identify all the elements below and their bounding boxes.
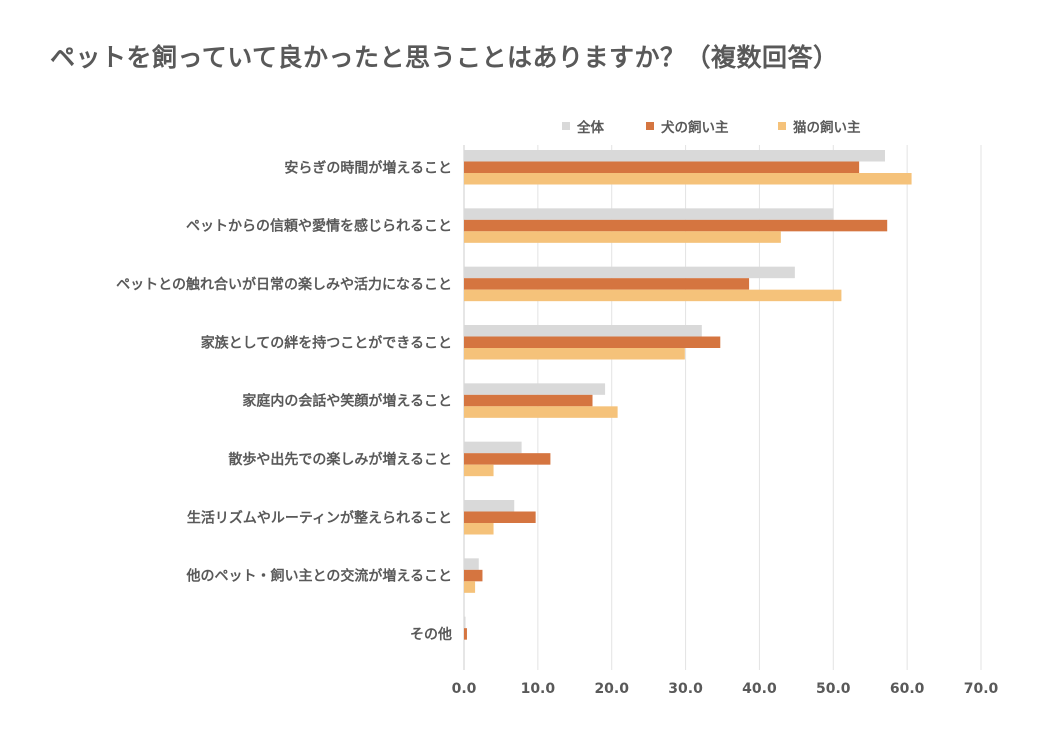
bar-all — [464, 500, 515, 512]
bar-all — [464, 208, 834, 220]
category-label: 他のペット・飼い主との交流が増えること — [186, 568, 452, 585]
bar-dog — [464, 336, 721, 348]
bar-cat — [464, 173, 912, 185]
bar-all — [464, 558, 479, 570]
bar-all — [464, 616, 466, 629]
bar-dog — [464, 278, 750, 290]
x-tick-label: 10.0 — [521, 681, 556, 697]
bar-dog — [464, 161, 860, 173]
bar-all — [464, 383, 606, 395]
bar-all — [464, 325, 702, 337]
x-tick-label: 70.0 — [964, 681, 999, 697]
legend-label: 犬の飼い主 — [661, 119, 729, 136]
legend-swatch — [646, 122, 654, 130]
bar-cat — [464, 464, 494, 477]
bar-cat — [464, 581, 476, 593]
chart-title: ペットを飼っていて良かったと思うことはありますか？（複数回答） — [50, 43, 839, 72]
category-label: 散歩や出先での楽しみが増えること — [228, 451, 452, 468]
legend-label: 全体 — [576, 119, 605, 136]
x-tick-label: 0.0 — [452, 681, 477, 697]
x-tick-label: 60.0 — [890, 681, 925, 697]
bar-cat — [464, 289, 842, 302]
bar-dog — [464, 628, 467, 640]
legend-swatch — [778, 122, 786, 130]
bar-dog — [464, 453, 551, 465]
bar-cat — [464, 231, 781, 243]
category-label: 安らぎの時間が増えること — [284, 159, 452, 176]
bar-dog — [464, 394, 593, 407]
x-tick-label: 50.0 — [816, 681, 851, 697]
x-tick-label: 30.0 — [668, 681, 703, 697]
x-tick-label: 20.0 — [594, 681, 629, 697]
bar-all — [464, 150, 885, 162]
category-label: 生活リズムやルーティンが整えられること — [187, 509, 452, 526]
category-label: 家庭内の会話や笑顔が増えること — [242, 393, 452, 410]
x-tick-label: 40.0 — [742, 681, 777, 697]
bar-dog — [464, 511, 536, 523]
bar-cat — [464, 406, 618, 418]
bar-dog — [464, 219, 888, 232]
legend-swatch — [562, 122, 570, 130]
bar-all — [464, 441, 522, 454]
bar-cat — [464, 523, 494, 535]
category-label: ペットからの信頼や愛情を感じられること — [186, 218, 452, 235]
category-label: その他 — [410, 626, 452, 643]
bar-dog — [464, 569, 483, 582]
category-label: ペットとの触れ合いが日常の楽しみや活力になること — [116, 276, 452, 293]
category-label: 家族としての絆を持つことができること — [201, 334, 452, 351]
legend-label: 猫の飼い主 — [793, 119, 861, 136]
bar-cat — [464, 348, 685, 360]
bar-all — [464, 266, 795, 279]
